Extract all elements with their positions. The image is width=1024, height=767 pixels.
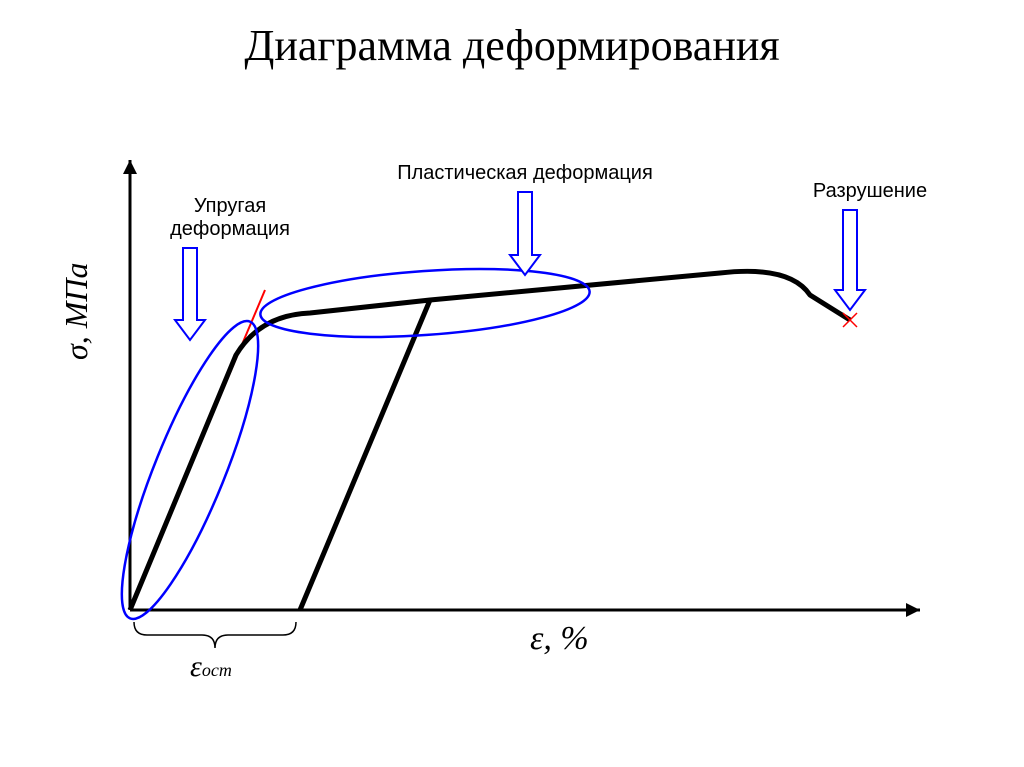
diagram-svg <box>0 0 1024 767</box>
